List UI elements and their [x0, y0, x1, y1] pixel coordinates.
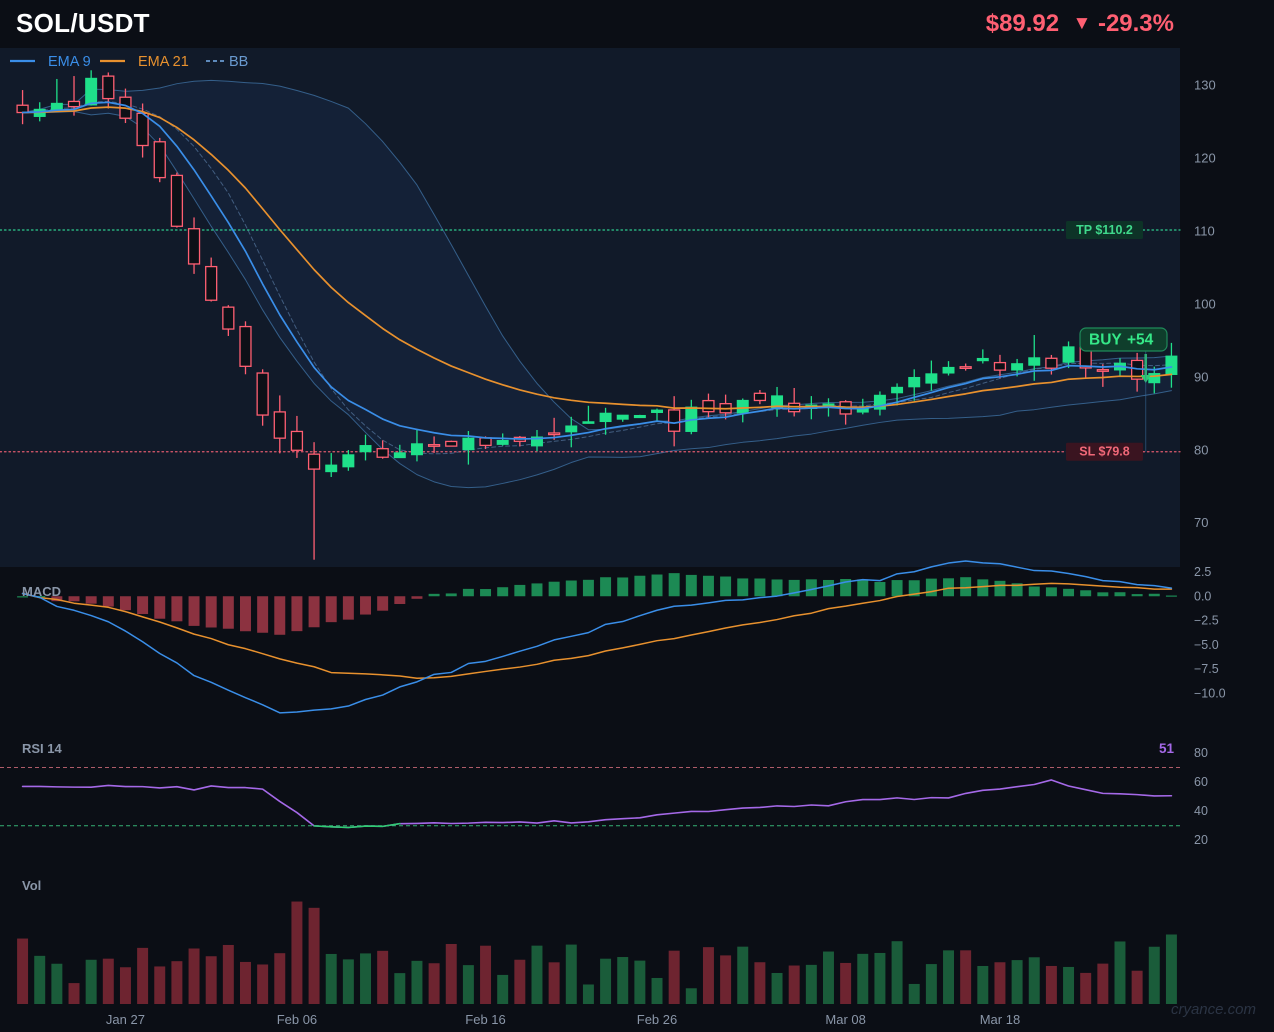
svg-text:80: 80 — [1194, 746, 1208, 760]
svg-text:−5.0: −5.0 — [1194, 638, 1219, 652]
svg-text:51: 51 — [1159, 741, 1175, 756]
svg-text:TP $110.2: TP $110.2 — [1076, 223, 1133, 237]
svg-text:70: 70 — [1194, 515, 1208, 530]
svg-text:Mar 18: Mar 18 — [980, 1012, 1020, 1027]
svg-text:90: 90 — [1194, 369, 1208, 384]
svg-text:100: 100 — [1194, 296, 1216, 311]
svg-text:120: 120 — [1194, 150, 1216, 165]
svg-text:0.0: 0.0 — [1194, 589, 1211, 603]
svg-text:BB: BB — [229, 54, 248, 70]
svg-text:BUY: BUY — [1089, 332, 1122, 349]
svg-text:40: 40 — [1194, 804, 1208, 818]
svg-text:Jan 27: Jan 27 — [106, 1012, 145, 1027]
svg-text:−7.5: −7.5 — [1194, 662, 1219, 676]
svg-text:Mar 08: Mar 08 — [825, 1012, 865, 1027]
svg-text:Vol: Vol — [22, 878, 41, 893]
svg-text:EMA 9: EMA 9 — [48, 54, 91, 70]
svg-text:−10.0: −10.0 — [1194, 686, 1226, 700]
svg-text:+54: +54 — [1127, 332, 1154, 349]
svg-text:110: 110 — [1194, 223, 1215, 238]
svg-text:Feb 26: Feb 26 — [637, 1012, 677, 1027]
svg-text:Feb 16: Feb 16 — [465, 1012, 505, 1027]
svg-text:SL $79.8: SL $79.8 — [1079, 445, 1130, 459]
svg-text:2.5: 2.5 — [1194, 565, 1211, 579]
svg-text:20: 20 — [1194, 833, 1208, 847]
svg-text:−2.5: −2.5 — [1194, 614, 1219, 628]
svg-text:60: 60 — [1194, 775, 1208, 789]
svg-text:Feb 06: Feb 06 — [277, 1012, 317, 1027]
svg-text:80: 80 — [1194, 442, 1208, 457]
svg-text:EMA 21: EMA 21 — [138, 54, 189, 70]
svg-text:RSI 14: RSI 14 — [22, 741, 63, 756]
svg-text:130: 130 — [1194, 78, 1216, 93]
svg-text:MACD: MACD — [22, 584, 61, 599]
